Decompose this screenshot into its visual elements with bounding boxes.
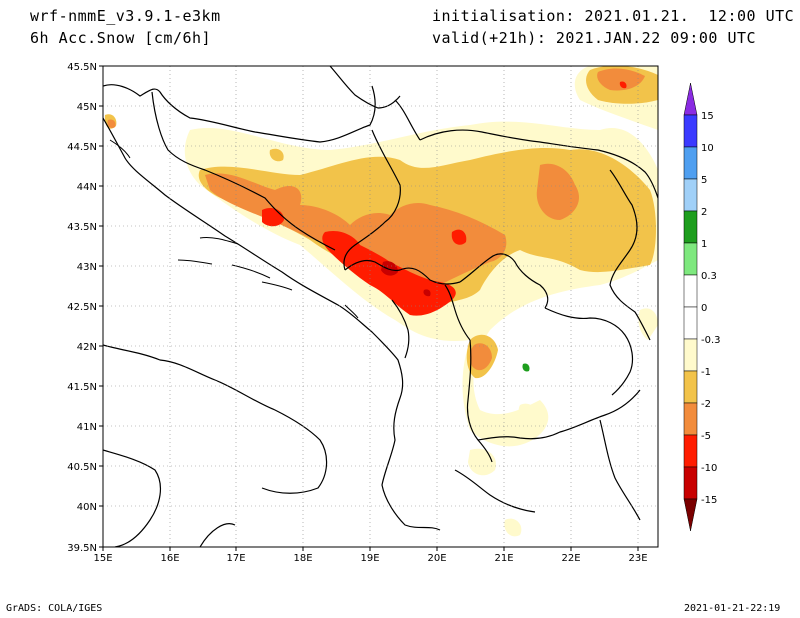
lat-label: 39.5N bbox=[67, 543, 97, 554]
colorbar: 15 10 5 2 1 0.3 0 -0.3 -1 -2 -5 -10 -15 bbox=[683, 82, 721, 532]
axis-ticks bbox=[99, 65, 639, 551]
colorbar-segment bbox=[683, 370, 698, 404]
colorbar-segment bbox=[683, 434, 698, 468]
colorbar-label: 2 bbox=[701, 207, 707, 218]
lon-label: 16E bbox=[160, 553, 179, 564]
longitude-labels: 15E 16E 17E 18E 19E 20E 21E 22E 23E bbox=[93, 553, 647, 564]
lat-label: 43.5N bbox=[67, 222, 97, 233]
latitude-labels: 45.5N 45N 44.5N 44N 43.5N 43N 42.5N 42N … bbox=[67, 62, 97, 554]
lat-label: 45N bbox=[77, 102, 97, 113]
lon-label: 22E bbox=[561, 553, 580, 564]
colorbar-segment bbox=[683, 146, 698, 180]
lon-label: 17E bbox=[226, 553, 245, 564]
lat-label: 45.5N bbox=[67, 62, 97, 73]
colorbar-label: -2 bbox=[701, 399, 711, 410]
colorbar-label: 5 bbox=[701, 175, 707, 186]
colorbar-label: -1 bbox=[701, 367, 711, 378]
colorbar-top-arrow bbox=[683, 82, 698, 116]
lon-label: 20E bbox=[427, 553, 446, 564]
field-title: 6h Acc.Snow [cm/6h] bbox=[30, 29, 212, 47]
colorbar-segment bbox=[683, 210, 698, 244]
snow-orange-areas bbox=[107, 68, 645, 371]
colorbar-label: -10 bbox=[701, 463, 717, 474]
footer-credit: GrADS: COLA/IGES bbox=[6, 603, 103, 614]
colorbar-label: -15 bbox=[701, 495, 717, 506]
lon-label: 21E bbox=[494, 553, 513, 564]
lon-label: 23E bbox=[628, 553, 647, 564]
model-title: wrf-nmmE_v3.9.1-e3km bbox=[30, 7, 221, 25]
lon-label: 18E bbox=[293, 553, 312, 564]
footer-timestamp: 2021-01-21-22:19 bbox=[684, 603, 781, 614]
snow-darkred-areas bbox=[381, 261, 431, 297]
colorbar-segment bbox=[683, 274, 698, 308]
colorbar-segment bbox=[683, 466, 698, 500]
snow-green-spot bbox=[522, 363, 530, 372]
lat-label: 42N bbox=[77, 342, 97, 353]
colorbar-segment bbox=[683, 306, 698, 340]
lon-label: 15E bbox=[93, 553, 112, 564]
colorbar-segment bbox=[683, 338, 698, 372]
colorbar-label: 10 bbox=[701, 143, 714, 154]
colorbar-bottom-arrow bbox=[683, 498, 698, 532]
lat-label: 41N bbox=[77, 422, 97, 433]
lat-label: 44N bbox=[77, 182, 97, 193]
map-content bbox=[103, 66, 658, 547]
colorbar-label: 0 bbox=[701, 303, 707, 314]
colorbar-segment bbox=[683, 178, 698, 212]
colorbar-label: 1 bbox=[701, 239, 707, 250]
coastlines-and-borders bbox=[103, 66, 658, 547]
colorbar-segment bbox=[683, 242, 698, 276]
lat-label: 42.5N bbox=[67, 302, 97, 313]
colorbar-label: 0.3 bbox=[701, 271, 717, 282]
lon-label: 19E bbox=[360, 553, 379, 564]
lat-label: 43N bbox=[77, 262, 97, 273]
valid-time: valid(+21h): 2021.JAN.22 09:00 UTC bbox=[432, 29, 757, 47]
colorbar-segment bbox=[683, 402, 698, 436]
colorbar-segment bbox=[683, 114, 698, 148]
lat-label: 40.5N bbox=[67, 462, 97, 473]
lat-label: 44.5N bbox=[67, 142, 97, 153]
colorbar-label: 15 bbox=[701, 111, 714, 122]
initialisation-time: initialisation: 2021.01.21. 12:00 UTC bbox=[432, 7, 795, 25]
colorbar-label: -5 bbox=[701, 431, 711, 442]
lat-label: 41.5N bbox=[67, 382, 97, 393]
grid-lines bbox=[103, 66, 658, 547]
lat-label: 40N bbox=[77, 502, 97, 513]
colorbar-label: -0.3 bbox=[701, 335, 721, 346]
